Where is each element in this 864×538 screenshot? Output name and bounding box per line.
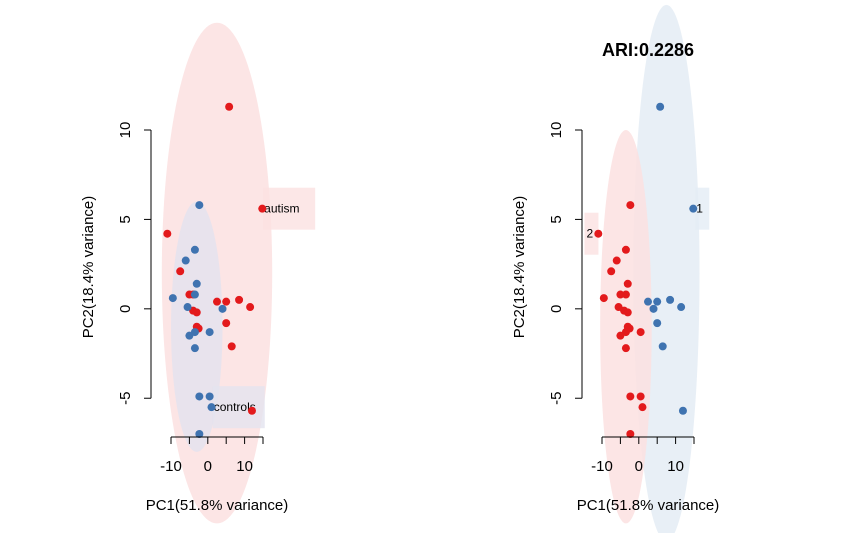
label-box-layer: autism controls bbox=[212, 187, 316, 429]
annotation-label: 1 bbox=[696, 202, 703, 216]
data-point bbox=[218, 304, 227, 313]
x-tick-label: 0 bbox=[204, 458, 212, 475]
data-point bbox=[225, 102, 234, 111]
y-axis: -5 0 5 10 bbox=[117, 122, 152, 405]
data-point bbox=[213, 297, 221, 306]
y-tick-label: 0 bbox=[117, 305, 134, 313]
x-tick-label: 10 bbox=[667, 458, 684, 475]
data-point bbox=[623, 279, 632, 288]
data-point bbox=[666, 295, 675, 304]
data-point bbox=[195, 392, 204, 401]
data-point bbox=[653, 297, 662, 306]
annotation-label: controls bbox=[214, 400, 256, 414]
data-point bbox=[626, 201, 635, 210]
data-point bbox=[638, 403, 647, 412]
data-point bbox=[176, 267, 185, 276]
data-point bbox=[621, 245, 630, 254]
y-tick-label: -5 bbox=[117, 392, 134, 405]
data-point bbox=[626, 430, 635, 438]
x-axis: -10 0 10 bbox=[591, 436, 695, 475]
annotation-label: autism bbox=[264, 202, 299, 216]
data-point bbox=[644, 297, 652, 306]
y-tick-label: -5 bbox=[548, 392, 565, 405]
data-point bbox=[621, 344, 630, 353]
data-point bbox=[636, 328, 645, 337]
data-point bbox=[636, 392, 645, 401]
y-axis-label: PC2(18.4% variance) bbox=[511, 196, 528, 339]
data-point bbox=[190, 344, 199, 353]
data-point bbox=[190, 245, 199, 254]
ellipse-layer bbox=[600, 4, 700, 538]
label-box-layer: 12 bbox=[584, 187, 710, 255]
y-tick-label: 5 bbox=[548, 215, 565, 223]
point-layer bbox=[163, 102, 267, 438]
data-point bbox=[258, 204, 267, 213]
annotation-box bbox=[263, 187, 316, 230]
data-point bbox=[678, 406, 687, 415]
data-point bbox=[192, 308, 201, 317]
data-point bbox=[689, 204, 698, 213]
x-axis: -10 0 10 bbox=[160, 436, 264, 475]
point-layer bbox=[594, 102, 698, 438]
y-tick-label: 10 bbox=[548, 122, 565, 139]
data-point bbox=[649, 304, 658, 313]
x-tick-label: -10 bbox=[160, 458, 182, 475]
data-point bbox=[205, 328, 214, 337]
data-point bbox=[192, 279, 201, 288]
annotation-box bbox=[212, 386, 265, 429]
annotation-box bbox=[695, 187, 710, 230]
data-point bbox=[599, 294, 608, 303]
data-point bbox=[222, 297, 231, 306]
data-point bbox=[616, 290, 625, 299]
data-point bbox=[205, 392, 214, 401]
x-tick-label: -10 bbox=[591, 458, 613, 475]
data-point bbox=[677, 303, 686, 312]
x-axis-label: PC1(51.8% variance) bbox=[577, 497, 720, 514]
plot-title: ARI:0.2286 bbox=[602, 40, 694, 60]
data-point bbox=[246, 303, 255, 312]
data-point bbox=[621, 290, 630, 299]
x-axis-label: PC1(51.8% variance) bbox=[146, 497, 289, 514]
data-point bbox=[181, 256, 190, 265]
data-point bbox=[653, 319, 662, 328]
annotation-label: 2 bbox=[586, 227, 593, 241]
data-point bbox=[227, 342, 236, 351]
data-point bbox=[612, 256, 621, 265]
data-point bbox=[163, 229, 172, 238]
data-point bbox=[190, 328, 199, 337]
data-point bbox=[168, 294, 177, 303]
y-tick-label: 10 bbox=[117, 122, 134, 139]
data-point bbox=[594, 229, 603, 238]
y-tick-label: 0 bbox=[548, 305, 565, 313]
annotation-box bbox=[584, 212, 599, 255]
data-point bbox=[195, 201, 204, 210]
data-point bbox=[247, 406, 256, 415]
pca-panel-group-labels: autism controls -10 0 10 -5 0 5 10 PC1(51.8% var… bbox=[80, 22, 316, 524]
data-point bbox=[607, 267, 616, 276]
data-point bbox=[183, 303, 192, 312]
data-point bbox=[656, 102, 665, 111]
data-point bbox=[222, 319, 231, 328]
confidence-ellipse-1 bbox=[633, 4, 700, 538]
y-axis: -5 0 5 10 bbox=[548, 122, 583, 405]
data-point bbox=[626, 392, 635, 401]
data-point bbox=[623, 308, 632, 317]
data-point bbox=[235, 295, 244, 304]
data-point bbox=[190, 290, 199, 299]
data-point bbox=[207, 403, 216, 412]
y-axis-label: PC2(18.4% variance) bbox=[80, 196, 97, 339]
data-point bbox=[195, 430, 204, 438]
x-tick-label: 10 bbox=[236, 458, 253, 475]
y-tick-label: 5 bbox=[117, 215, 134, 223]
x-tick-label: 0 bbox=[635, 458, 643, 475]
data-point bbox=[621, 328, 630, 337]
data-point bbox=[658, 342, 667, 351]
